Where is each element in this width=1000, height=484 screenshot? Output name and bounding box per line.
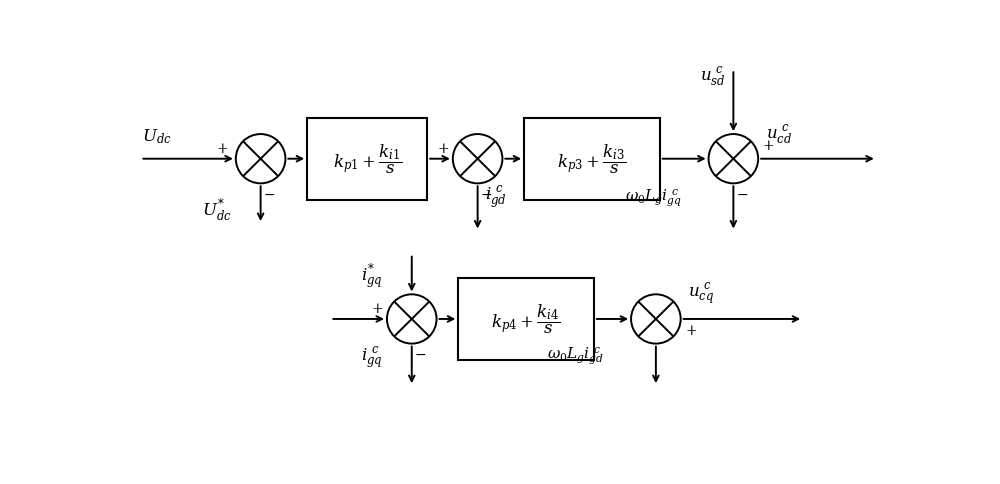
Text: $-$: $-$	[480, 187, 492, 201]
Text: $i_{gq}^{\ c}$: $i_{gq}^{\ c}$	[361, 346, 383, 371]
Text: $-$: $-$	[414, 348, 426, 362]
Text: $-$: $-$	[263, 187, 275, 201]
FancyBboxPatch shape	[524, 118, 660, 200]
Text: $+$: $+$	[437, 142, 449, 156]
Text: $k_{p3}+\dfrac{k_{i3}}{s}$: $k_{p3}+\dfrac{k_{i3}}{s}$	[557, 142, 627, 176]
Text: $U_{dc}^{*}$: $U_{dc}^{*}$	[202, 198, 232, 225]
Text: $u_{cq}^{\ c}$: $u_{cq}^{\ c}$	[688, 281, 715, 307]
Text: $k_{p1}+\dfrac{k_{i1}}{s}$: $k_{p1}+\dfrac{k_{i1}}{s}$	[333, 142, 402, 176]
Text: $+$: $+$	[762, 139, 774, 153]
Text: $u_{sd}^{\ c}$: $u_{sd}^{\ c}$	[700, 65, 726, 89]
FancyBboxPatch shape	[458, 278, 594, 360]
Text: $\omega_0 L_g i_{gd}^{\ c}$: $\omega_0 L_g i_{gd}^{\ c}$	[547, 346, 604, 367]
Text: $i_{gd}^{\ c}$: $i_{gd}^{\ c}$	[485, 185, 507, 212]
FancyBboxPatch shape	[307, 118, 427, 200]
Text: $\omega_0 L_g i_{gq}^{\ c}$: $\omega_0 L_g i_{gq}^{\ c}$	[625, 187, 682, 209]
Text: $+$: $+$	[216, 142, 228, 156]
Text: $U_{dc}$: $U_{dc}$	[142, 128, 172, 146]
Text: $+$: $+$	[371, 302, 383, 316]
Text: $i_{gq}^{*}$: $i_{gq}^{*}$	[361, 262, 383, 290]
Text: $u_{cd}^{\ c}$: $u_{cd}^{\ c}$	[766, 123, 792, 146]
Text: $k_{p4}+\dfrac{k_{i4}}{s}$: $k_{p4}+\dfrac{k_{i4}}{s}$	[491, 302, 561, 336]
Text: $+$: $+$	[685, 324, 697, 338]
Text: $-$: $-$	[736, 187, 748, 201]
